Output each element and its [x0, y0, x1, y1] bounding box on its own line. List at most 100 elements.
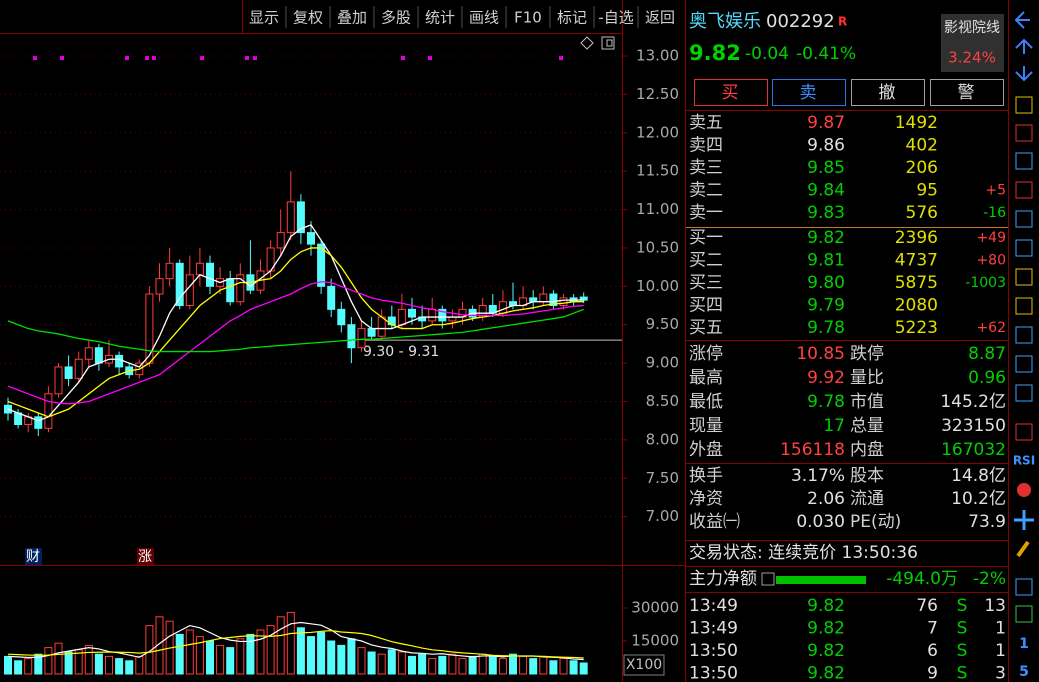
event-tag: 财 [26, 549, 40, 565]
trade-side: S [957, 664, 968, 682]
trade-button[interactable]: 警 [958, 83, 975, 103]
toolbar-button[interactable]: 多股 [381, 9, 411, 27]
unit-box [623, 654, 665, 676]
main-flow-pct: -2% [973, 569, 1006, 589]
book-label: 买三 [689, 273, 723, 293]
toolbar-button[interactable]: 返回 [645, 9, 675, 27]
book-label: 买四 [689, 296, 723, 316]
stat-label: 量比 [850, 368, 884, 388]
event-tag-bg [25, 548, 42, 565]
trade-button[interactable]: 买 [722, 83, 739, 103]
candle-body [206, 262, 214, 287]
candle-body [175, 262, 184, 307]
trade-price: 9.82 [807, 664, 845, 682]
trade-buttons[interactable] [694, 79, 1004, 106]
candle-body [155, 278, 164, 295]
sidebar-icons[interactable] [1014, 11, 1034, 623]
candle-body [327, 285, 336, 310]
annotation: 9.30 - 9.31 [363, 344, 439, 360]
candle-body [145, 293, 154, 364]
book-volume: 4737 [895, 251, 938, 271]
toolbar-button[interactable]: -自选 [598, 9, 633, 27]
book-label: 卖一 [689, 203, 723, 223]
volume-bar [418, 653, 427, 675]
volume-bar [357, 647, 366, 675]
fundamental-value: 0.030 [796, 512, 845, 532]
volume-bar [347, 638, 356, 675]
volume-bar [44, 647, 53, 675]
chart-icons[interactable] [580, 36, 615, 50]
fundamental-value: 10.2亿 [951, 489, 1006, 509]
candle-body [498, 301, 507, 314]
book-price: 9.84 [807, 181, 845, 201]
book-label: 卖二 [689, 181, 723, 201]
candle-body [539, 293, 548, 303]
trade-side: S [957, 596, 968, 616]
sidebar-item[interactable]: 5 [1019, 664, 1029, 680]
volume-bar [337, 644, 346, 675]
candle-body [64, 366, 73, 379]
toolbar-button[interactable]: 复权 [293, 9, 323, 27]
volume-tick-label: 15000 [631, 632, 679, 650]
volume-bar [84, 644, 93, 675]
price-change-pct: -0.41% [796, 44, 856, 64]
toolbar-button[interactable]: 叠加 [337, 9, 367, 27]
book-volume: 402 [906, 136, 938, 156]
toolbar-button[interactable]: 显示 [249, 9, 279, 27]
trade-price: 9.82 [807, 596, 845, 616]
stat-label: 市值 [850, 392, 884, 412]
toolbar-button[interactable]: 统计 [425, 9, 455, 27]
trade-count: 1 [995, 641, 1006, 661]
stat-label: 现量 [689, 416, 723, 436]
volume-bar [559, 658, 568, 675]
volume-bar [105, 655, 113, 675]
book-volume: 1492 [895, 113, 938, 133]
fundamental-value: 2.06 [807, 489, 845, 509]
volume-bar [276, 616, 285, 675]
sidebar-item[interactable]: 1 [1019, 636, 1029, 652]
price-change: -0.04 [745, 44, 789, 64]
book-price: 9.85 [807, 158, 845, 178]
volume-bar [468, 655, 477, 675]
stock-code: 002292 [766, 11, 835, 32]
volume-bar [529, 658, 538, 675]
volume-bar [155, 616, 164, 675]
volume-bar [539, 655, 548, 675]
volume-bar [438, 655, 447, 675]
volume-bar [145, 625, 154, 675]
stat-value: 9.78 [807, 392, 845, 412]
volume-bar [216, 644, 225, 675]
trade-time: 13:50 [689, 664, 738, 682]
fundamental-label: 股本 [850, 466, 884, 486]
flow-bar [776, 576, 866, 584]
toolbar-button[interactable]: 画线 [469, 9, 499, 27]
sidebar-item[interactable]: RSI [1013, 454, 1035, 468]
fundamental-value: 3.17% [791, 466, 845, 486]
volume-bar [185, 629, 194, 675]
candle-body [397, 308, 406, 326]
y-tick-label: 7.00 [646, 507, 679, 525]
candle-body [84, 347, 93, 360]
trade-button[interactable]: 卖 [800, 83, 817, 103]
stat-label: 跌停 [850, 344, 884, 364]
volume-bar [226, 647, 235, 675]
volume-bar [14, 660, 23, 675]
candle-body [115, 354, 124, 368]
volume-bar [327, 640, 336, 675]
candle-body [296, 201, 305, 234]
ma-line [7, 247, 584, 418]
candle-body [357, 328, 366, 349]
flow-icon[interactable] [761, 572, 775, 586]
sector-change: 3.24% [948, 49, 996, 67]
book-price: 9.82 [807, 228, 845, 248]
y-tick-label: 11.00 [636, 200, 679, 218]
toolbar-button[interactable]: 标记 [557, 9, 587, 27]
trade-button[interactable]: 撤 [879, 83, 896, 103]
trade-volume: 6 [927, 641, 938, 661]
event-tag: 涨 [138, 549, 152, 565]
book-price: 9.86 [807, 136, 845, 156]
candle-body [286, 201, 295, 234]
toolbar-button[interactable]: F10 [514, 9, 542, 27]
candle-body [377, 316, 386, 337]
